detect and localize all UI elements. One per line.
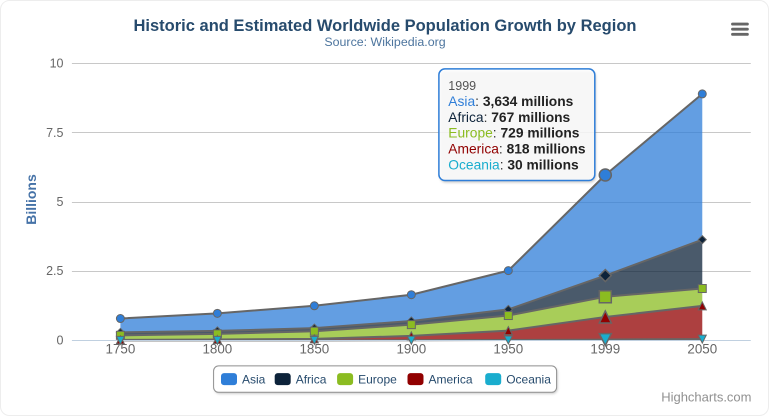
svg-text:Asia: 3,634 millions: Asia: 3,634 millions [448,94,573,109]
svg-text:Europe: 729 millions: Europe: 729 millions [448,126,579,141]
svg-text:Africa: 767 millions: Africa: 767 millions [448,110,570,125]
svg-text:Asia: Asia [242,372,266,386]
svg-text:1999: 1999 [448,79,476,93]
svg-text:0: 0 [57,333,64,347]
svg-text:1800: 1800 [202,342,232,357]
svg-text:1850: 1850 [299,342,329,357]
svg-text:Highcharts.com: Highcharts.com [661,390,751,405]
svg-text:Africa: Africa [296,372,327,386]
svg-text:1900: 1900 [396,342,426,357]
svg-text:2.5: 2.5 [46,264,63,278]
svg-text:1950: 1950 [493,342,523,357]
svg-text:Oceania: Oceania [506,372,551,386]
svg-text:Source: Wikipedia.org: Source: Wikipedia.org [324,35,445,49]
svg-text:1999: 1999 [590,342,620,357]
svg-text:Oceania: 30 millions: Oceania: 30 millions [448,157,579,172]
svg-text:2050: 2050 [687,342,717,357]
svg-text:America: America [429,372,473,386]
svg-text:5: 5 [57,195,64,209]
svg-text:7.5: 7.5 [46,126,63,140]
svg-text:10: 10 [50,57,64,71]
svg-text:Europe: Europe [358,372,397,386]
svg-text:Historic and Estimated Worldwi: Historic and Estimated Worldwide Populat… [134,17,637,35]
svg-text:Billions: Billions [23,174,39,225]
svg-text:America: 818 millions: America: 818 millions [448,141,586,156]
svg-text:1750: 1750 [106,342,136,357]
